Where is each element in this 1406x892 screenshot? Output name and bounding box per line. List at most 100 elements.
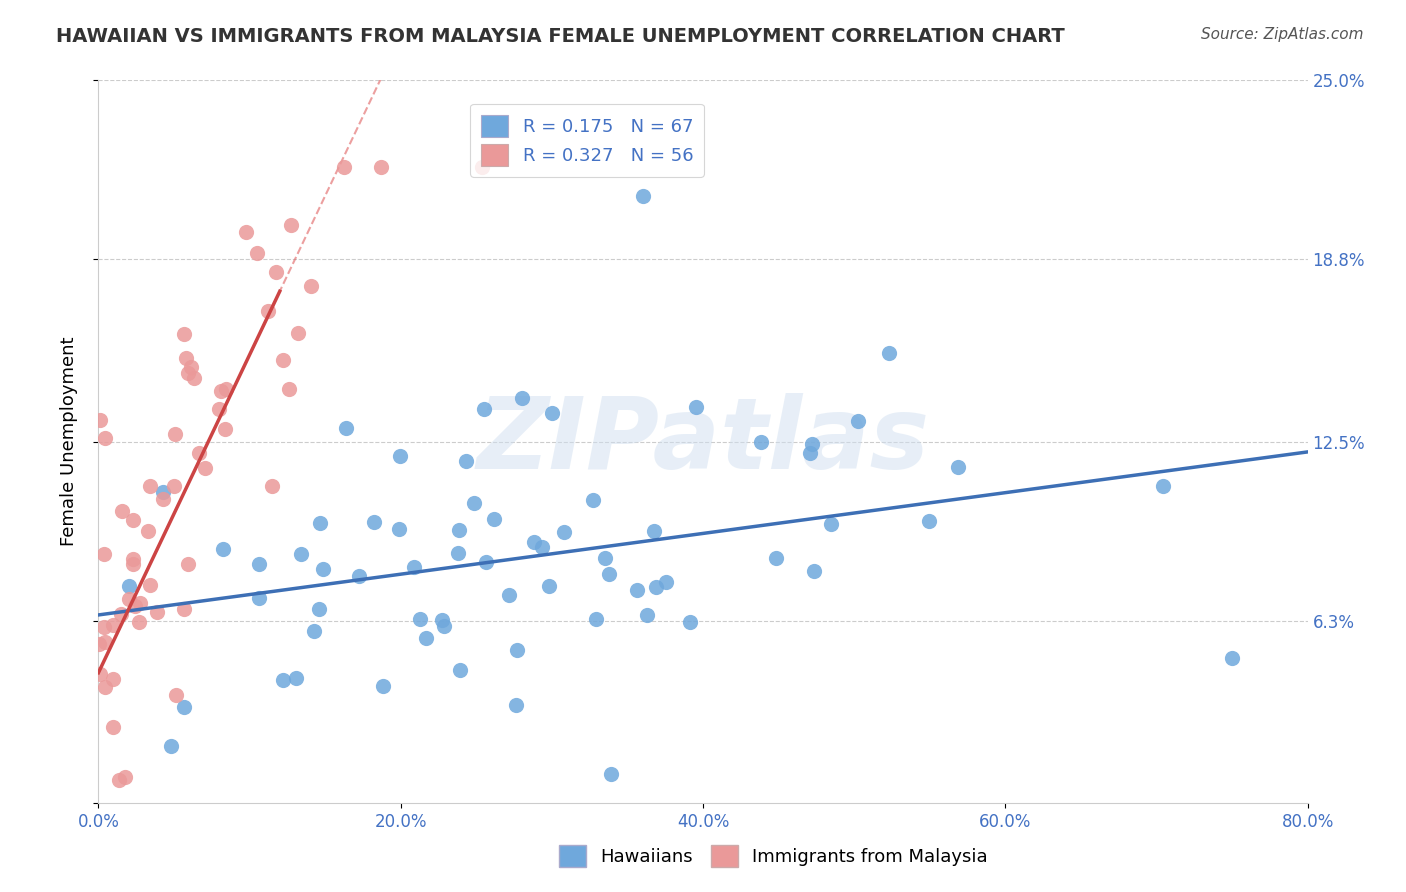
Point — [235, 225, 257, 239]
Point — [246, 245, 269, 260]
Point — [1220, 651, 1243, 665]
Point — [631, 189, 654, 203]
Point — [506, 642, 529, 657]
Point — [820, 517, 842, 532]
Point — [89, 667, 111, 681]
Point — [183, 371, 205, 385]
Point — [93, 620, 115, 634]
Point — [177, 558, 200, 572]
Point — [389, 450, 412, 464]
Point — [163, 426, 186, 441]
Point — [173, 327, 195, 342]
Point — [110, 607, 132, 621]
Point — [643, 524, 665, 538]
Point — [103, 618, 125, 632]
Point — [89, 637, 111, 651]
Point — [582, 493, 605, 508]
Point — [180, 360, 202, 375]
Point — [214, 422, 236, 436]
Point — [262, 478, 284, 492]
Point — [335, 421, 357, 435]
Point — [685, 400, 707, 414]
Point — [188, 446, 211, 460]
Point — [1152, 479, 1174, 493]
Point — [194, 461, 217, 475]
Point — [523, 534, 546, 549]
Point — [118, 579, 141, 593]
Point — [449, 663, 471, 677]
Point — [264, 265, 287, 279]
Point — [636, 608, 658, 623]
Point — [415, 631, 437, 645]
Point — [799, 445, 821, 459]
Point — [299, 279, 322, 293]
Point — [94, 635, 117, 649]
Point — [918, 514, 941, 528]
Y-axis label: Female Unemployment: Female Unemployment — [59, 337, 77, 546]
Point — [163, 479, 186, 493]
Point — [89, 413, 111, 427]
Point — [174, 351, 197, 365]
Point — [94, 680, 117, 694]
Point — [139, 479, 162, 493]
Point — [121, 552, 143, 566]
Point — [498, 588, 520, 602]
Point — [93, 547, 115, 561]
Point — [247, 557, 270, 571]
Text: Source: ZipAtlas.com: Source: ZipAtlas.com — [1201, 27, 1364, 42]
Text: HAWAIIAN VS IMMIGRANTS FROM MALAYSIA FEMALE UNEMPLOYMENT CORRELATION CHART: HAWAIIAN VS IMMIGRANTS FROM MALAYSIA FEM… — [56, 27, 1064, 45]
Point — [208, 401, 231, 416]
Point — [803, 564, 825, 578]
Point — [110, 504, 132, 518]
Point — [409, 612, 432, 626]
Point — [138, 524, 160, 539]
Point — [209, 384, 232, 398]
Point — [165, 688, 187, 702]
Point — [257, 304, 280, 318]
Legend: R = 0.175   N = 67, R = 0.327   N = 56: R = 0.175 N = 67, R = 0.327 N = 56 — [470, 103, 704, 177]
Point — [278, 382, 301, 396]
Point — [475, 555, 498, 569]
Point — [129, 596, 152, 610]
Point — [595, 550, 617, 565]
Point — [124, 599, 146, 613]
Point — [108, 773, 131, 788]
Point — [103, 673, 125, 687]
Point — [472, 401, 495, 416]
Point — [177, 367, 200, 381]
Point — [433, 618, 456, 632]
Point — [454, 454, 477, 468]
Point — [152, 491, 174, 506]
Point — [101, 720, 124, 734]
Point — [285, 672, 308, 686]
Point — [114, 770, 136, 784]
Point — [290, 547, 312, 561]
Point — [173, 700, 195, 714]
Legend: Hawaiians, Immigrants from Malaysia: Hawaiians, Immigrants from Malaysia — [551, 838, 995, 874]
Point — [463, 496, 485, 510]
Point — [530, 540, 553, 554]
Point — [333, 160, 356, 174]
Point — [94, 431, 117, 445]
Point — [128, 615, 150, 629]
Point — [585, 612, 607, 626]
Point — [505, 698, 527, 712]
Point — [540, 406, 562, 420]
Point — [152, 484, 174, 499]
Point — [118, 591, 141, 606]
Point — [146, 605, 169, 619]
Point — [312, 562, 335, 576]
Point — [430, 613, 453, 627]
Point — [402, 560, 425, 574]
Text: ZIPatlas: ZIPatlas — [477, 393, 929, 490]
Point — [122, 513, 145, 527]
Point — [801, 437, 824, 451]
Point — [349, 569, 371, 583]
Point — [510, 391, 533, 405]
Point — [537, 579, 560, 593]
Point — [309, 516, 332, 530]
Point — [598, 566, 620, 581]
Point — [287, 326, 309, 340]
Point — [363, 515, 385, 529]
Point — [280, 219, 302, 233]
